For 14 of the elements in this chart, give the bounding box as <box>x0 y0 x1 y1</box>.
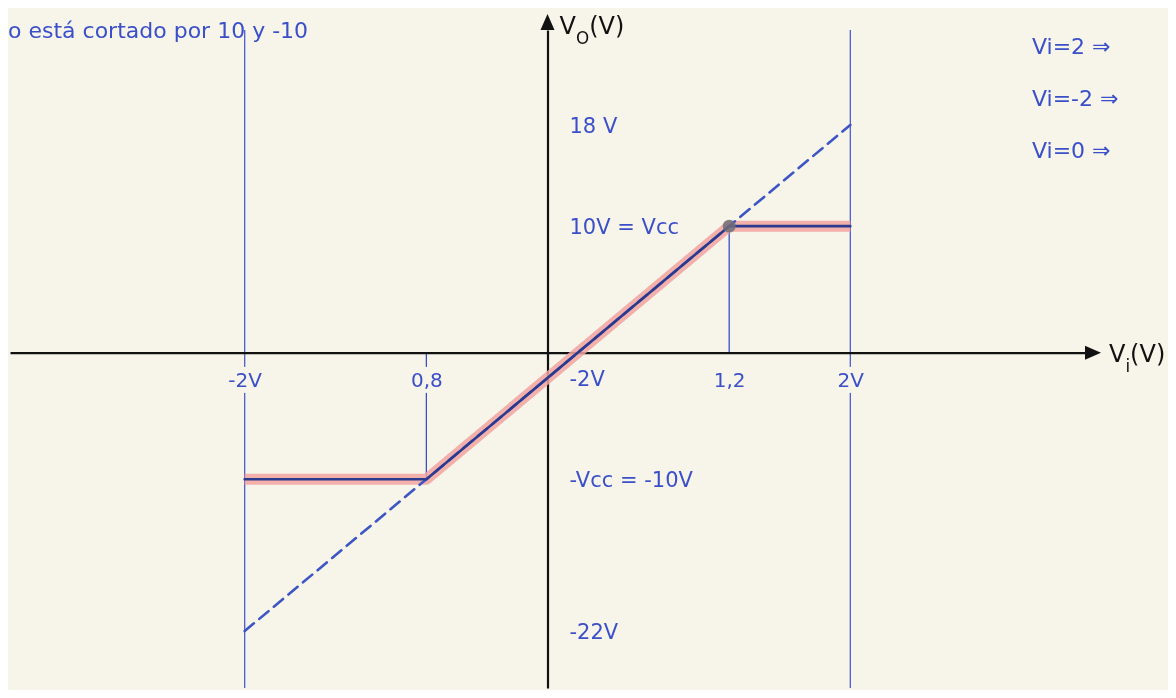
x-tick-label: 0,8 <box>410 367 443 392</box>
annotation: o está cortado por 10 y -10 <box>8 18 309 43</box>
y-tick-label: 18 V <box>569 113 618 138</box>
y-tick-label: -22V <box>569 620 619 645</box>
x-axis-title: V$_{i}$(V) <box>1109 339 1166 376</box>
x-tick-label: 2V <box>837 367 865 392</box>
annotation: Vi=2 ⇒ <box>1032 34 1111 59</box>
x-tick-label: 1,2 <box>713 367 746 392</box>
annotation: Vi=0 ⇒ <box>1032 138 1111 163</box>
y-axis-title: V$_{O}$(V) <box>559 12 625 48</box>
y-tick-label: -Vcc = -10V <box>569 468 694 493</box>
annotation: Vi=-2 ⇒ <box>1032 86 1119 111</box>
y-tick-label: 10V = Vcc <box>569 215 679 240</box>
x-tick-label: -2V <box>228 367 263 392</box>
